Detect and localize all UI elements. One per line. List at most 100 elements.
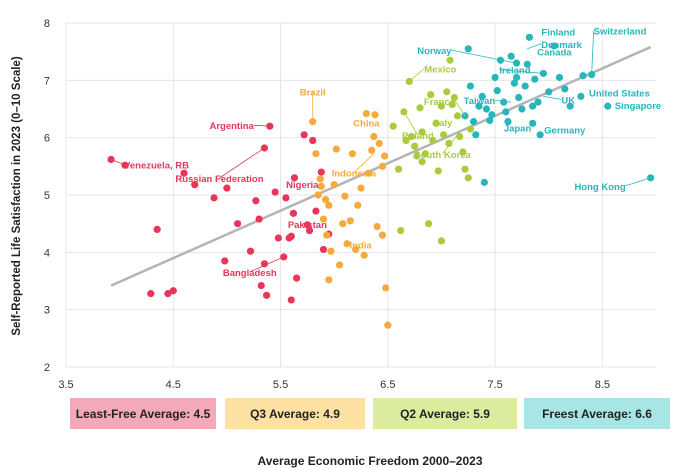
country-label-india: India <box>350 240 373 251</box>
point-q3 <box>371 111 379 119</box>
point-freest <box>561 85 569 93</box>
point-freest <box>523 60 531 68</box>
point-q3 <box>348 150 357 158</box>
point-freest <box>464 45 472 53</box>
point-q3 <box>362 109 370 118</box>
point-q3 <box>375 139 383 147</box>
country-label-mexico: Mexico <box>424 64 456 75</box>
point-q2 <box>429 136 437 145</box>
point-q3 <box>341 192 349 200</box>
point-least-free <box>164 290 172 298</box>
point-q3 <box>317 182 325 190</box>
point-freest <box>515 93 523 102</box>
country-label-finland: Finland <box>541 27 575 38</box>
leader-line <box>499 69 544 74</box>
point-q2 <box>421 150 429 158</box>
x-axis-label: Average Economic Freedom 2000–2023 <box>257 454 482 468</box>
point-least-free <box>303 221 311 229</box>
leader-line <box>219 147 265 179</box>
legend-freest-average: Freest Average: 6.6 <box>524 398 670 429</box>
point-q3 <box>373 222 381 231</box>
point-least-free <box>246 247 255 255</box>
point-freest <box>478 92 486 100</box>
country-label-russian-federation: Russian Federation <box>175 174 263 185</box>
point-least-free <box>221 257 229 265</box>
point-freest <box>550 42 558 50</box>
point-q2 <box>459 148 467 156</box>
grid <box>65 22 656 368</box>
x-tick-labels: 3.5 4.5 5.5 6.5 7.5 8.5 <box>58 379 610 391</box>
point-freest <box>500 98 508 106</box>
country-label-france: France <box>424 97 455 108</box>
point-least-free <box>255 215 263 223</box>
point-q3 <box>327 247 335 255</box>
point-least-free <box>234 220 242 228</box>
country-label-south-korea: South Korea <box>414 150 471 161</box>
point-q2 <box>434 167 442 175</box>
point-least-free <box>263 291 271 299</box>
x-tick-label: 6.5 <box>380 379 395 391</box>
point-freest <box>466 82 475 90</box>
point-q2 <box>418 158 426 166</box>
country-label-brazil: Brazil <box>300 88 326 99</box>
legend-least-free-average: Least-Free Average: 4.5 <box>70 398 216 429</box>
annotation-leaders <box>110 30 651 273</box>
point-q3 <box>330 181 338 189</box>
point-q3 <box>319 215 328 223</box>
point-q2 <box>432 119 440 127</box>
point-least-free <box>287 232 295 240</box>
point-q3 <box>335 261 344 269</box>
point-q2 <box>456 132 464 141</box>
point-freest <box>470 118 478 126</box>
point-freest <box>512 73 521 82</box>
point-least-free <box>121 161 129 169</box>
point-q3 <box>352 245 360 254</box>
point-least-free <box>317 168 325 176</box>
point-q3 <box>354 201 362 209</box>
point-q3 <box>378 231 387 239</box>
country-label-uk: UK <box>561 95 575 106</box>
country-label-venezuela-rb: Venezuela, RB <box>124 160 189 171</box>
point-q3 <box>343 240 351 248</box>
point-least-free <box>305 226 314 235</box>
point-q2 <box>407 132 416 141</box>
x-tick-label: 8.5 <box>595 379 610 391</box>
leader-line <box>543 95 562 100</box>
y-tick-label: 8 <box>44 18 50 30</box>
point-q3 <box>312 150 320 158</box>
point-q2 <box>413 152 421 160</box>
leader-line <box>625 177 651 187</box>
point-freest <box>545 88 553 96</box>
point-q2 <box>448 100 456 109</box>
point-freest <box>566 102 574 110</box>
point-least-free <box>260 260 269 268</box>
country-label-italy: Italy <box>433 118 453 129</box>
country-label-germany: Germany <box>544 126 586 137</box>
point-freest <box>555 73 564 82</box>
point-least-free <box>180 169 188 177</box>
point-q2 <box>445 139 453 147</box>
country-label-poland: Poland <box>402 131 434 142</box>
point-q3 <box>332 145 340 153</box>
point-q2 <box>427 91 435 99</box>
leader-line <box>409 68 425 82</box>
point-least-free <box>257 281 265 290</box>
point-freest <box>518 105 526 113</box>
point-freest <box>512 59 521 67</box>
point-q2 <box>461 165 469 173</box>
point-least-free <box>312 207 320 215</box>
point-freest <box>531 75 539 83</box>
point-q2 <box>453 112 462 120</box>
point-q3 <box>370 132 378 141</box>
country-label-indonesia: Indonesia <box>332 169 377 180</box>
country-label-ireland: Ireland <box>499 65 530 76</box>
point-q2 <box>394 165 403 173</box>
point-freest <box>480 178 488 186</box>
point-q2 <box>397 226 405 235</box>
point-q2 <box>411 142 419 150</box>
leader-line <box>353 153 375 174</box>
point-q3 <box>360 251 368 259</box>
point-freest <box>579 72 587 80</box>
x-tick-label: 3.5 <box>58 379 73 391</box>
